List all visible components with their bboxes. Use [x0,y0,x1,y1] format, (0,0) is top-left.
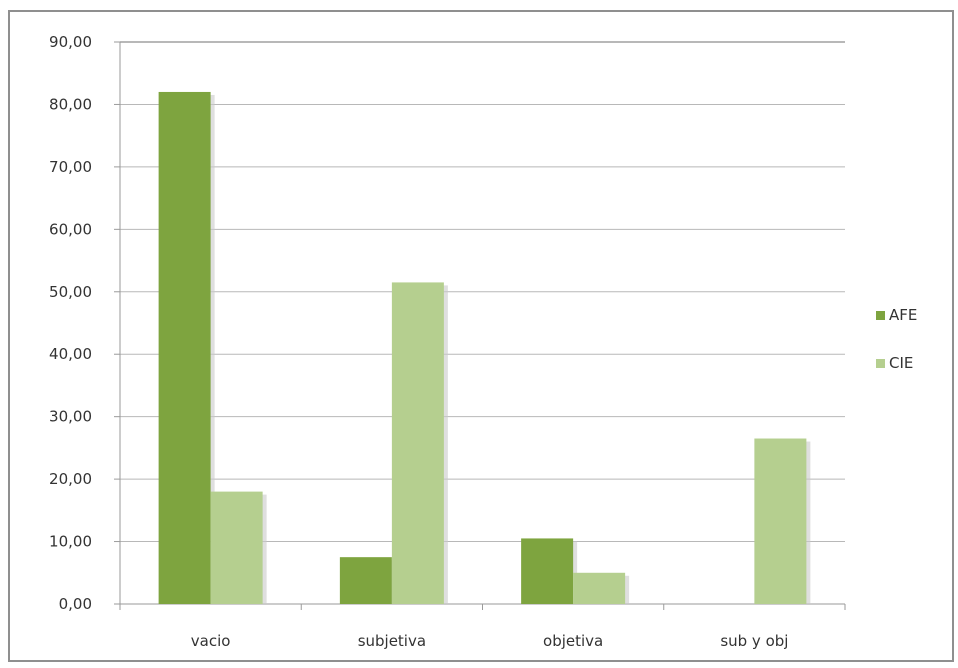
y-tick-label: 0,00 [59,595,92,613]
y-tick-label: 40,00 [49,345,92,363]
x-axis: vacio subjetiva objetiva sub y obj [119,604,846,650]
y-tick-label: 70,00 [49,158,92,176]
legend: AFE CIE [876,306,917,372]
bar-afe-0 [158,91,211,604]
x-tick-label: vacio [191,632,231,650]
bar-afe-2 [521,538,574,604]
legend-label: CIE [889,354,913,372]
y-tick-label: 10,00 [49,533,92,551]
legend-label: AFE [889,306,917,324]
legend-swatch [876,311,885,320]
x-tick-label: sub y obj [720,632,788,650]
bars [158,91,811,604]
legend-swatch [876,359,885,368]
bar-cie-0 [210,491,263,604]
y-tick-label: 20,00 [49,470,92,488]
bar-afe-1 [339,557,392,604]
bar-cie-3 [754,438,807,604]
y-tick-label: 50,00 [49,283,92,301]
x-tick-label: subjetiva [358,632,426,650]
y-tick-label: 60,00 [49,220,92,238]
y-tick-label: 80,00 [49,95,92,113]
bar-cie-2 [573,572,626,604]
x-tick-label: objetiva [543,632,603,650]
y-axis-ticks: 0,00 10,00 20,00 30,00 40,00 50,00 60,00 70,00 8… [49,33,92,613]
bar-cie-1 [391,282,444,604]
y-tick-label: 90,00 [49,33,92,51]
y-tick-label: 30,00 [49,408,92,426]
